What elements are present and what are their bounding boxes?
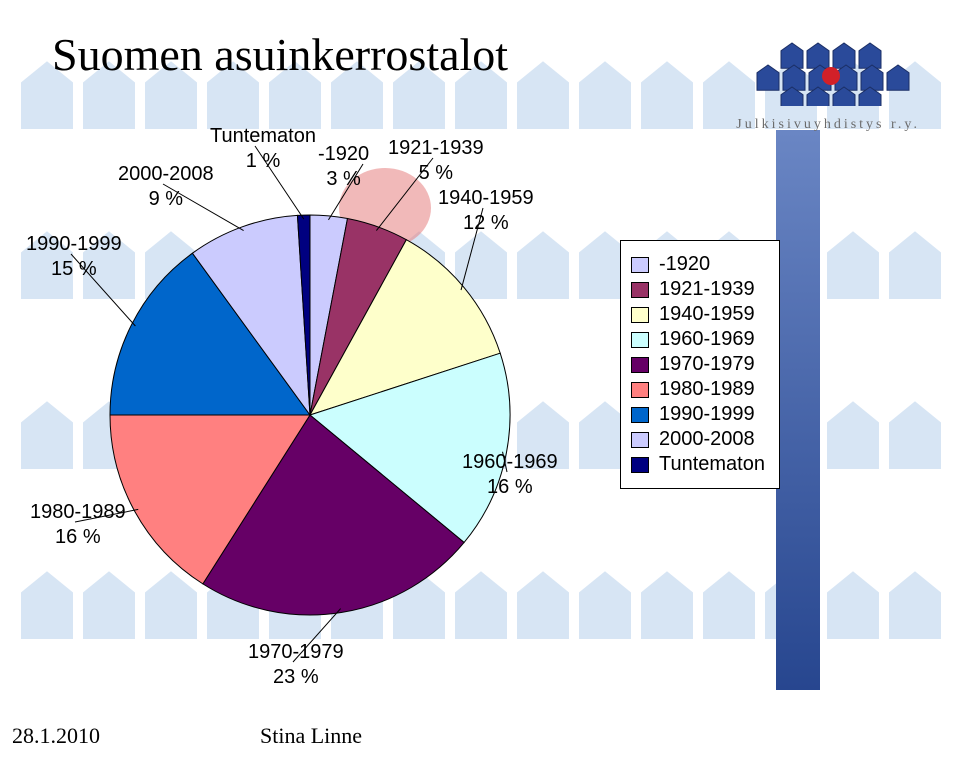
legend-swatch bbox=[631, 407, 649, 423]
legend-label: Tuntematon bbox=[659, 453, 765, 476]
logo-graphic bbox=[738, 40, 918, 106]
legend-item: 1940-1959 bbox=[631, 303, 765, 326]
legend-label: 2000-2008 bbox=[659, 428, 755, 451]
pie-chart: Tuntematon1 %-19203 % 1921-19395 %1940-19… bbox=[30, 120, 590, 680]
pie-label-1921_1939: 1921-19395 % bbox=[388, 136, 484, 186]
pie-label-1980_1989: 1980-198916 % bbox=[30, 500, 126, 550]
legend-item: 1990-1999 bbox=[631, 403, 765, 426]
pie-label-1990_1999: 1990-199915 % bbox=[26, 232, 122, 282]
legend-label: 1921-1939 bbox=[659, 278, 755, 301]
logo: Julkisivuyhdistys r.y. bbox=[736, 40, 920, 133]
page-title: Suomen asuinkerrostalot bbox=[52, 28, 508, 81]
legend-swatch bbox=[631, 457, 649, 473]
legend-label: 1980-1989 bbox=[659, 378, 755, 401]
legend-label: 1970-1979 bbox=[659, 353, 755, 376]
legend-swatch bbox=[631, 332, 649, 348]
legend-label: 1940-1959 bbox=[659, 303, 755, 326]
legend-swatch bbox=[631, 257, 649, 273]
legend-item: 1960-1969 bbox=[631, 328, 765, 351]
legend-box: -19201921-19391940-19591960-19691970-197… bbox=[620, 240, 780, 489]
pie-label-2000_2008: 2000-20089 % bbox=[118, 162, 214, 212]
legend-swatch bbox=[631, 432, 649, 448]
legend-item: 1980-1989 bbox=[631, 378, 765, 401]
legend-item: 2000-2008 bbox=[631, 428, 765, 451]
pie-label-1960_1969: 1960-196916 % bbox=[462, 450, 558, 500]
legend-swatch bbox=[631, 307, 649, 323]
legend-item: 1970-1979 bbox=[631, 353, 765, 376]
legend-swatch bbox=[631, 282, 649, 298]
footer-author: Stina Linne bbox=[260, 723, 362, 749]
pie-label-1970_1979: 1970-197923 % bbox=[248, 640, 344, 690]
sidebar-bar bbox=[776, 130, 820, 690]
slide: Suomen asuinkerrostalot Julkisivuyhdisty… bbox=[0, 0, 960, 763]
logo-text: Julkisivuyhdistys r.y. bbox=[736, 117, 920, 133]
legend-item: 1921-1939 bbox=[631, 278, 765, 301]
pie-label-pre1920: -19203 % bbox=[318, 142, 369, 192]
legend-label: 1960-1969 bbox=[659, 328, 755, 351]
legend-item: Tuntematon bbox=[631, 453, 765, 476]
pie-label-1940_1959: 1940-195912 % bbox=[438, 186, 534, 236]
footer-date: 28.1.2010 bbox=[12, 723, 100, 749]
legend-label: 1990-1999 bbox=[659, 403, 755, 426]
legend-swatch bbox=[631, 382, 649, 398]
pie-label-tuntematon: Tuntematon1 % bbox=[210, 124, 316, 174]
legend-item: -1920 bbox=[631, 253, 765, 276]
legend-swatch bbox=[631, 357, 649, 373]
legend-label: -1920 bbox=[659, 253, 710, 276]
